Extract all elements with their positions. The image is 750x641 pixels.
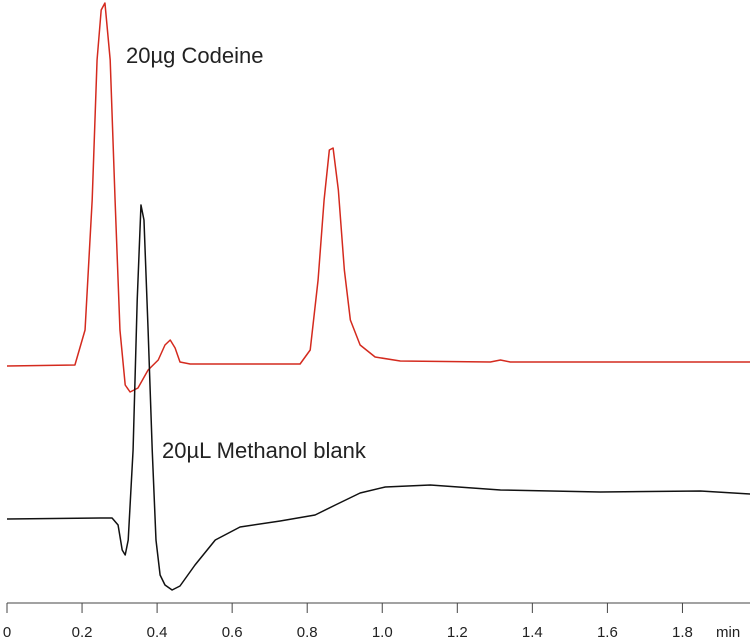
x-tick-label: 0.6 bbox=[222, 624, 243, 641]
x-tick-label: 0.4 bbox=[147, 624, 168, 641]
x-tick-label: 1.8 bbox=[672, 624, 693, 641]
x-tick-label: 1.0 bbox=[372, 624, 393, 641]
x-axis-label: min bbox=[716, 624, 740, 641]
x-tick-label: 0.8 bbox=[297, 624, 318, 641]
x-tick-label: 0 bbox=[3, 624, 11, 641]
x-tick-label: 1.6 bbox=[597, 624, 618, 641]
series-label: 20µg Codeine bbox=[126, 43, 263, 68]
series-label: 20µL Methanol blank bbox=[162, 438, 367, 463]
series-line bbox=[6, 2, 750, 393]
x-tick-label: 1.4 bbox=[522, 624, 543, 641]
x-tick-label: 1.2 bbox=[447, 624, 468, 641]
x-tick-label: 0.2 bbox=[72, 624, 93, 641]
series-line bbox=[6, 204, 750, 591]
